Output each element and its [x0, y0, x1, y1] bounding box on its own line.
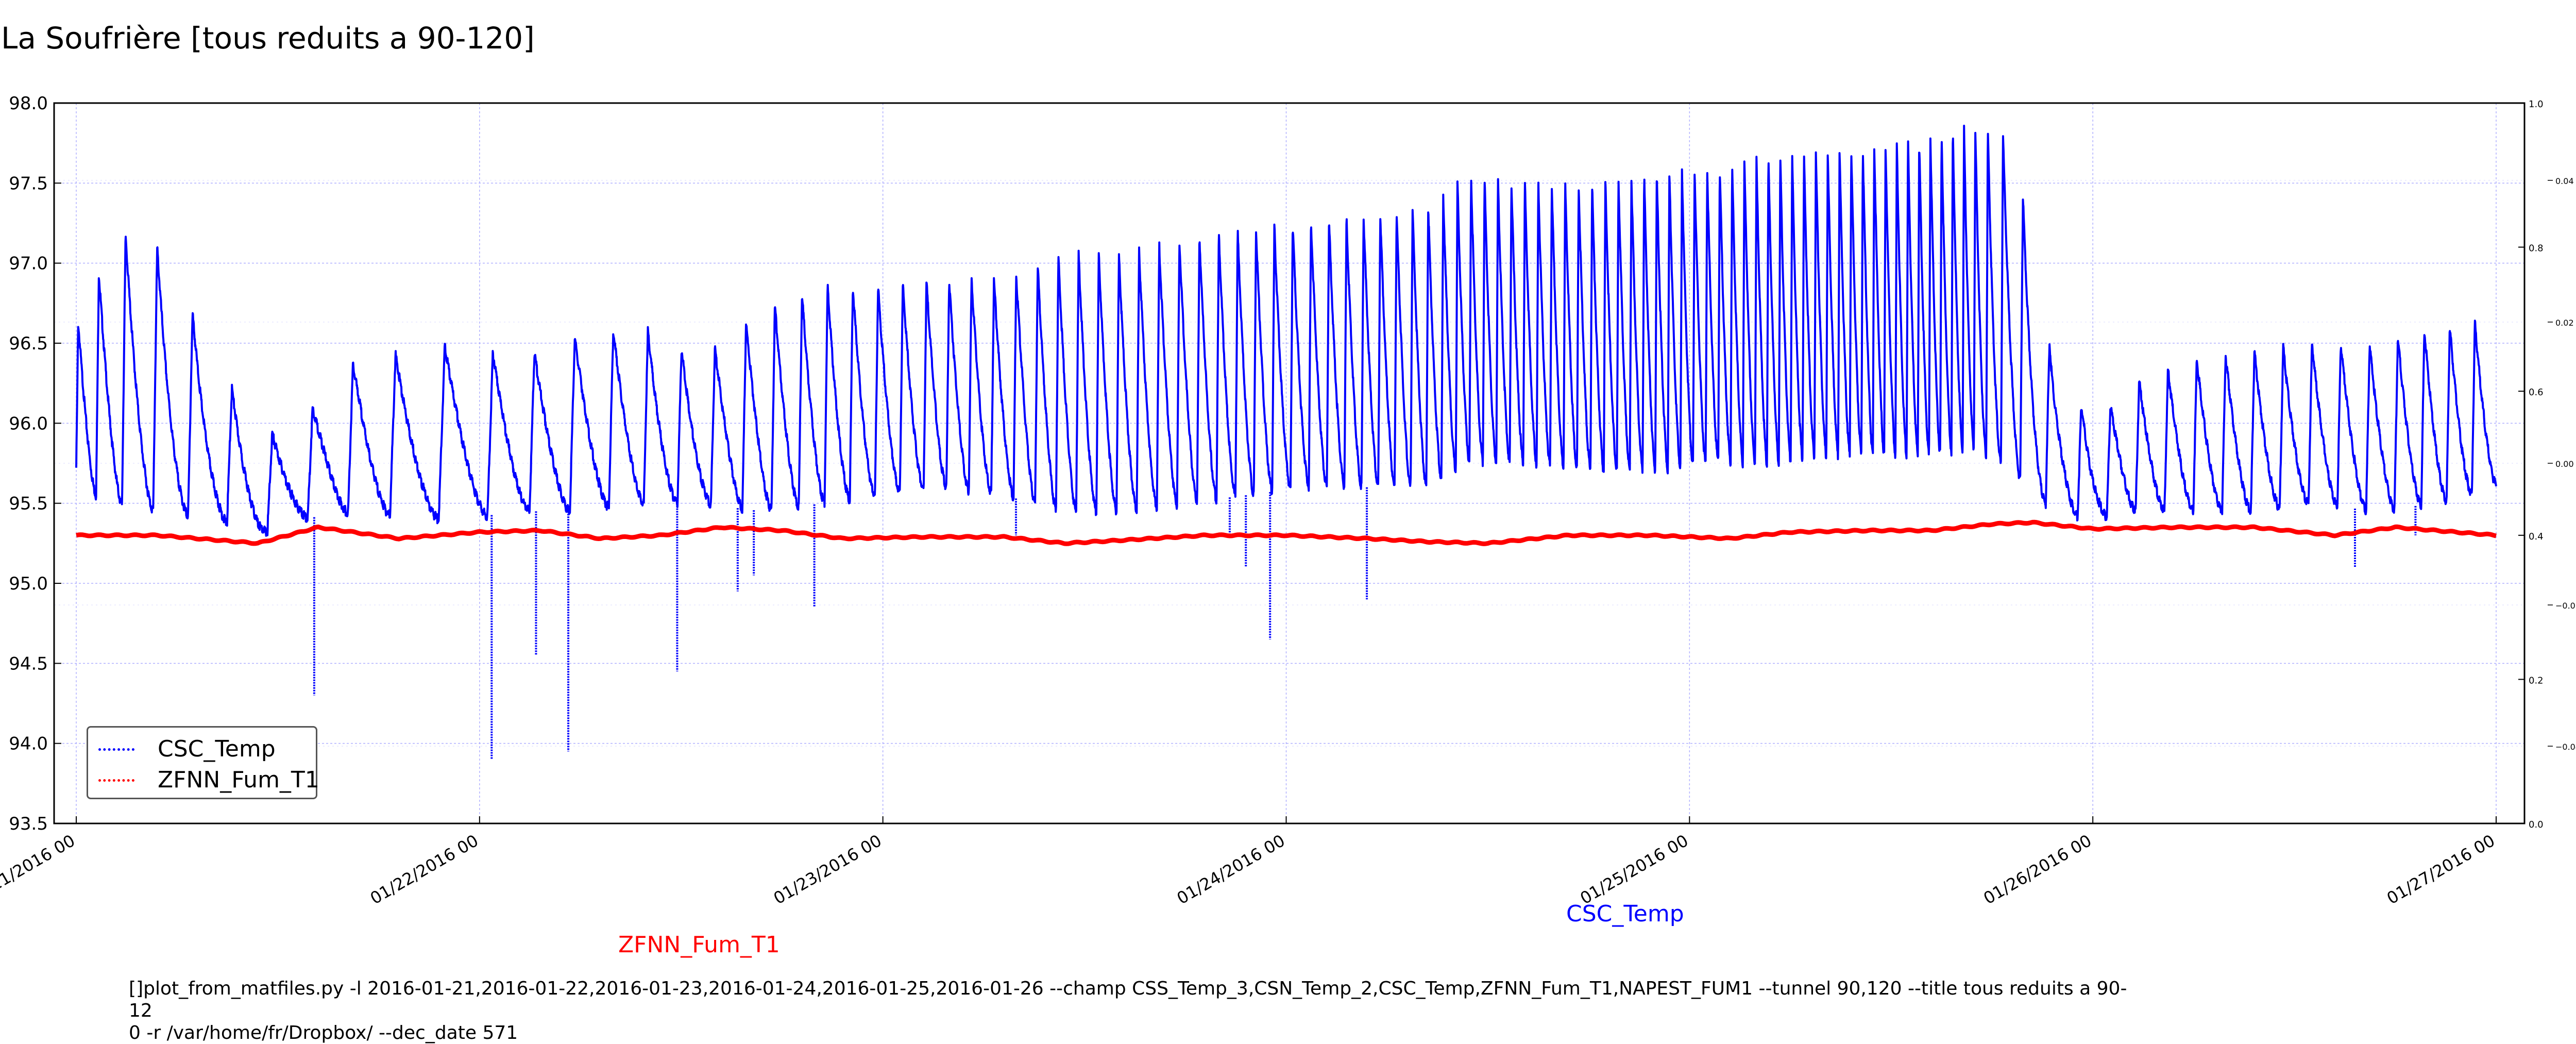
legend-item-zfnn-fum-t1: ZFNN_Fum_T1 — [88, 765, 319, 796]
series-line-csc-temp — [75, 125, 2497, 537]
legend: CSC_Temp ZFNN_Fum_T1 — [87, 726, 319, 799]
y-tick-label: 96.5 — [9, 333, 48, 354]
plot-frame — [53, 102, 2526, 824]
series-line-zfnn-fum-t1 — [76, 519, 2497, 546]
y2-tick-label: 0.4 — [2529, 531, 2544, 542]
y2-tick-label: 0.2 — [2529, 675, 2544, 686]
y3-tick-label: −0.04 — [2555, 742, 2576, 752]
y-tick-label: 94.0 — [9, 734, 48, 754]
y3-tick-label: 0.00 — [2555, 459, 2574, 469]
x-tick-label: 01/27/2016 00 — [2383, 831, 2498, 908]
command-line-text: []plot_from_matfiles.py -l 2016-01-21,20… — [129, 978, 2138, 1044]
x-tick-label: 01/26/2016 00 — [1980, 831, 2095, 908]
y-tick-label: 95.5 — [9, 494, 48, 514]
y2-tick-label: 0.6 — [2529, 387, 2544, 398]
series-label-csc-temp: CSC_Temp — [1566, 901, 1684, 927]
command-line-1: []plot_from_matfiles.py -l 2016-01-21,20… — [129, 978, 2127, 1021]
y3-tick-label: −0.02 — [2555, 601, 2576, 611]
y2-tick-label: 0.8 — [2529, 243, 2544, 254]
y-tick-label: 94.5 — [9, 653, 48, 674]
y2-tick-label: 0.0 — [2529, 819, 2544, 830]
x-tick-label: 01/22/2016 00 — [367, 831, 482, 908]
y2-tick-label: 1.0 — [2529, 99, 2544, 110]
y-tick-label: 96.0 — [9, 413, 48, 434]
y-tick-label: 95.0 — [9, 574, 48, 594]
x-tick-label: 01/25/2016 00 — [1577, 831, 1692, 908]
x-tick-label: 01/21/2016 00 — [0, 831, 78, 908]
y-tick-label: 97.5 — [9, 173, 48, 194]
legend-item-csc-temp: CSC_Temp — [88, 734, 316, 765]
y-tick-label: 98.0 — [9, 93, 48, 114]
series-label-zfnn-fum-t1: ZFNN_Fum_T1 — [618, 932, 780, 958]
y-tick-label: 97.0 — [9, 254, 48, 274]
legend-swatch-blue — [98, 748, 134, 751]
legend-swatch-red — [98, 779, 134, 782]
series-layer — [75, 125, 2497, 760]
command-line-2: 0 -r /var/home/fr/Dropbox/ --dec_date 57… — [129, 1022, 518, 1043]
x-tick-label: 01/23/2016 00 — [770, 831, 885, 908]
chart-title: La Soufrière [tous reduits a 90-120] — [1, 21, 535, 56]
y3-tick-label: 0.02 — [2555, 318, 2574, 328]
legend-label: ZFNN_Fum_T1 — [158, 767, 319, 793]
grid-layer — [54, 103, 2524, 824]
legend-label: CSC_Temp — [158, 736, 276, 762]
y3-tick-label: 0.04 — [2555, 176, 2574, 186]
y-tick-label: 93.5 — [9, 814, 48, 834]
x-tick-label: 01/24/2016 00 — [1174, 831, 1289, 908]
